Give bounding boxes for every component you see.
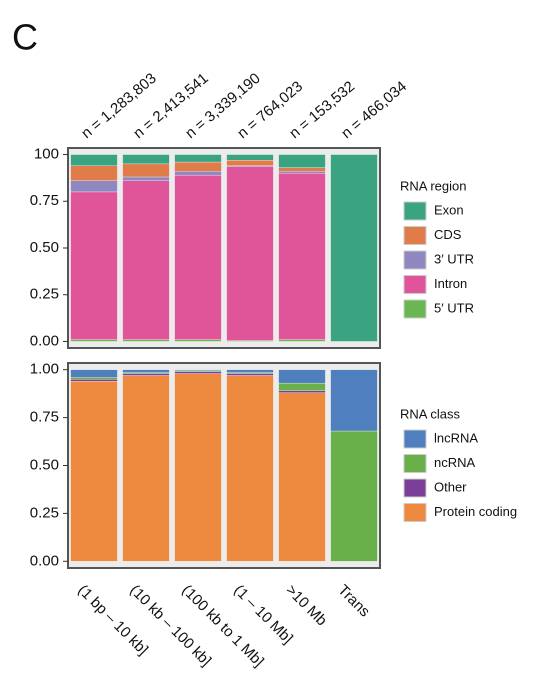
bar-segment	[122, 373, 170, 376]
bar-segment	[174, 174, 222, 340]
bar-segment	[70, 381, 118, 562]
bar-segment	[278, 382, 326, 391]
y-tick-label: 0.25	[30, 504, 59, 521]
bar-segment	[330, 154, 378, 342]
bar-segment	[122, 375, 170, 562]
bar-segment	[278, 171, 326, 174]
legend-swatch	[403, 275, 427, 294]
bar-segment	[226, 166, 274, 341]
legend-swatch	[403, 454, 427, 473]
legend-swatch	[403, 250, 427, 270]
bar-segment	[70, 191, 118, 340]
y-tick-label: 0.25	[30, 286, 59, 303]
bar-segment	[278, 339, 326, 342]
legend-label: Protein coding	[434, 504, 517, 519]
legend-label: Other	[434, 479, 467, 494]
y-tick-label: 0.50	[30, 239, 59, 256]
legend-label: ncRNA	[434, 455, 476, 470]
bar-segment	[70, 379, 118, 382]
bar-segment	[174, 339, 222, 342]
y-tick-label: 1.00	[30, 361, 59, 378]
legend-label: Intron	[434, 276, 467, 291]
bar-segment	[174, 154, 222, 163]
plot-frame	[67, 362, 381, 569]
bar-segment	[122, 176, 170, 181]
bar-segment	[278, 369, 326, 384]
legend-title: RNA region	[400, 178, 466, 193]
bar-segment	[226, 375, 274, 562]
bar-segment	[70, 180, 118, 193]
legend-label: 5′ UTR	[434, 300, 474, 315]
bar-segment	[278, 173, 326, 340]
plot-frame	[67, 147, 381, 349]
y-tick-label: 0.50	[30, 456, 59, 473]
bar-segment	[330, 430, 378, 562]
bar-segment	[226, 373, 274, 376]
bar-segment	[122, 339, 170, 342]
y-tick-label: 100	[34, 146, 59, 163]
y-tick-label: 0.75	[30, 192, 59, 209]
bar-segment	[226, 369, 274, 373]
legend-swatch	[403, 478, 427, 498]
bar-segment	[278, 167, 326, 172]
bar-segment	[174, 373, 222, 562]
bar-segment	[70, 165, 118, 181]
legend-swatch	[403, 503, 427, 522]
legend-swatch	[403, 201, 427, 221]
bar-segment	[122, 369, 170, 373]
bar-segment	[122, 163, 170, 178]
legend-label: 3′ UTR	[434, 251, 474, 266]
legend-swatch	[403, 226, 427, 245]
y-tick-label: 0.00	[30, 552, 59, 569]
bar-segment	[70, 377, 118, 380]
bar-segment	[174, 161, 222, 172]
bar-segment	[122, 154, 170, 165]
legend-label: Exon	[434, 202, 464, 217]
bar-segment	[174, 171, 222, 176]
legend-label: lncRNA	[434, 430, 478, 445]
y-tick-label: 0.75	[30, 409, 59, 426]
legend-title: RNA class	[400, 406, 460, 421]
bar-segment	[70, 154, 118, 166]
y-tick-label: 0.00	[30, 332, 59, 349]
bar-segment	[174, 371, 222, 374]
bar-segment	[278, 392, 326, 562]
bar-segment	[122, 180, 170, 340]
bar-segment	[70, 369, 118, 378]
legend-swatch	[403, 299, 427, 319]
bar-segment	[226, 154, 274, 161]
panel-label: C	[12, 17, 38, 58]
x-tick-label: >10 Mb	[282, 582, 330, 630]
x-tick-label: Trans	[334, 582, 373, 621]
legend-label: CDS	[434, 227, 462, 242]
bar-segment	[278, 154, 326, 168]
bar-segment	[174, 369, 222, 371]
legend-swatch	[403, 429, 427, 449]
bar-segment	[330, 369, 378, 432]
bar-segment	[70, 339, 118, 342]
bar-segment	[278, 390, 326, 393]
bar-segment	[226, 159, 274, 166]
